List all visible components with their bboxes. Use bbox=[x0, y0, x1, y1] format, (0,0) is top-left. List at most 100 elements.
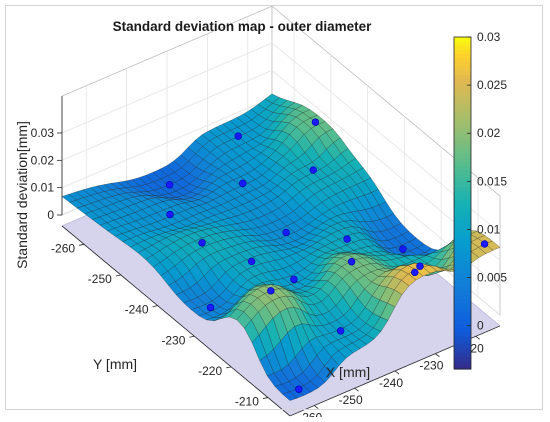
colorbar-segment bbox=[454, 335, 471, 341]
colorbar-segment bbox=[454, 78, 471, 84]
colorbar-tick-label: 0.03 bbox=[477, 30, 501, 44]
colorbar-segment bbox=[454, 128, 471, 134]
colorbar-segment bbox=[454, 348, 471, 353]
measurement-point bbox=[343, 235, 351, 243]
y-tick bbox=[115, 274, 121, 277]
colorbar-segment bbox=[454, 82, 471, 88]
y-tick-label: -240 bbox=[125, 303, 149, 317]
z-tick-label: 0 bbox=[47, 208, 54, 222]
x-tick bbox=[313, 405, 319, 409]
colorbar-segment bbox=[454, 240, 471, 246]
colorbar-segment bbox=[454, 364, 471, 370]
colorbar-segment bbox=[454, 356, 471, 362]
x-tick bbox=[354, 387, 359, 392]
colorbar-segment bbox=[454, 41, 471, 46]
colorbar-segment bbox=[454, 227, 471, 233]
colorbar-segment bbox=[454, 182, 471, 187]
measurement-point bbox=[267, 287, 275, 295]
colorbar-segment bbox=[454, 157, 471, 163]
colorbar-segment bbox=[454, 74, 471, 80]
colorbar-segment bbox=[454, 161, 471, 167]
colorbar-segment bbox=[454, 103, 471, 109]
measurement-point bbox=[416, 262, 424, 270]
colorbar-segment bbox=[454, 207, 471, 212]
measurement-point bbox=[295, 385, 303, 393]
x-tick-label: -260 bbox=[298, 411, 322, 417]
measurement-points bbox=[165, 118, 489, 393]
measurement-point bbox=[206, 303, 215, 312]
y-tick bbox=[78, 243, 85, 246]
colorbar-segment bbox=[454, 331, 471, 337]
colorbar-segment bbox=[454, 219, 471, 225]
z-tick-label: 0.03 bbox=[31, 126, 55, 140]
chart-title: Standard deviation map - outer diameter bbox=[113, 19, 373, 34]
colorbar-tick-label: 0.005 bbox=[477, 271, 507, 285]
colorbar-segment bbox=[454, 302, 471, 308]
colorbar-segment bbox=[454, 120, 471, 125]
colorbar-segment bbox=[454, 327, 471, 333]
colorbar-segment bbox=[454, 265, 471, 270]
colorbar-segment bbox=[454, 194, 471, 200]
colorbar-segment bbox=[454, 269, 471, 275]
y-tick-label: -250 bbox=[88, 272, 112, 286]
colorbar-segment bbox=[454, 294, 471, 300]
measurement-point bbox=[480, 240, 489, 248]
colorbar-segment bbox=[454, 198, 471, 204]
colorbar-segment bbox=[454, 248, 471, 254]
z-gridline bbox=[61, 42, 501, 234]
y-axis-label: Y [mm] bbox=[93, 356, 137, 372]
z-axis-label: Standard deviation[mm] bbox=[14, 121, 30, 269]
colorbar-segment bbox=[454, 256, 471, 262]
colorbar-segment bbox=[454, 173, 471, 179]
colorbar-segment bbox=[454, 203, 471, 208]
y-tick bbox=[226, 366, 232, 369]
colorbar-segment bbox=[454, 70, 471, 75]
colorbar-segment bbox=[454, 99, 471, 104]
colorbar-segment bbox=[454, 136, 471, 142]
y-tick bbox=[189, 335, 195, 338]
colorbar-segment bbox=[454, 315, 471, 320]
measurement-point bbox=[336, 327, 345, 335]
colorbar-segment bbox=[454, 186, 471, 192]
colorbar-tick-label: 0.01 bbox=[477, 222, 501, 236]
colorbar-segment bbox=[454, 211, 471, 217]
measurement-point bbox=[166, 210, 174, 219]
colorbar-segment bbox=[454, 339, 471, 345]
colorbar-segment bbox=[454, 323, 471, 329]
colorbar-segment bbox=[454, 66, 471, 71]
colorbar-segment bbox=[454, 298, 471, 304]
x-tick-label: -250 bbox=[339, 393, 363, 407]
colorbar-segment bbox=[454, 252, 471, 258]
y-axis-line bbox=[61, 225, 291, 417]
colorbar-segment bbox=[454, 140, 471, 146]
colorbar-segment bbox=[454, 86, 471, 92]
colorbar-segment bbox=[454, 215, 471, 221]
colorbar-segment bbox=[454, 149, 471, 154]
z-tick-label: 0.01 bbox=[31, 181, 55, 195]
colorbar-segment bbox=[454, 306, 471, 312]
colorbar-segment bbox=[454, 57, 471, 63]
colorbar-segment bbox=[454, 45, 471, 51]
colorbar-segment bbox=[454, 244, 471, 250]
colorbar-outline bbox=[453, 36, 472, 370]
colorbar-segment bbox=[454, 223, 471, 229]
x-tick bbox=[475, 335, 481, 340]
measurement-point bbox=[247, 257, 256, 266]
colorbar-segment bbox=[454, 236, 471, 241]
colorbar-segment bbox=[454, 95, 471, 100]
measurement-point bbox=[411, 268, 419, 277]
colorbar-segment bbox=[454, 277, 471, 283]
x-tick-label: -240 bbox=[379, 376, 403, 390]
measurement-point bbox=[239, 179, 247, 188]
surface-patch bbox=[282, 391, 298, 401]
colorbar-segment bbox=[454, 61, 471, 67]
colorbar-segment bbox=[454, 360, 471, 366]
colorbar-segment bbox=[454, 261, 471, 266]
x-tick-label: -230 bbox=[419, 359, 443, 373]
z-tick-label: 0.02 bbox=[31, 153, 55, 167]
colorbar-segment bbox=[454, 352, 471, 358]
x-tick bbox=[394, 370, 400, 375]
colorbar: 0 0.005 0.01 0.015 0.02 0.025 0.03 bbox=[453, 30, 507, 370]
colorbar-segment bbox=[454, 310, 471, 316]
